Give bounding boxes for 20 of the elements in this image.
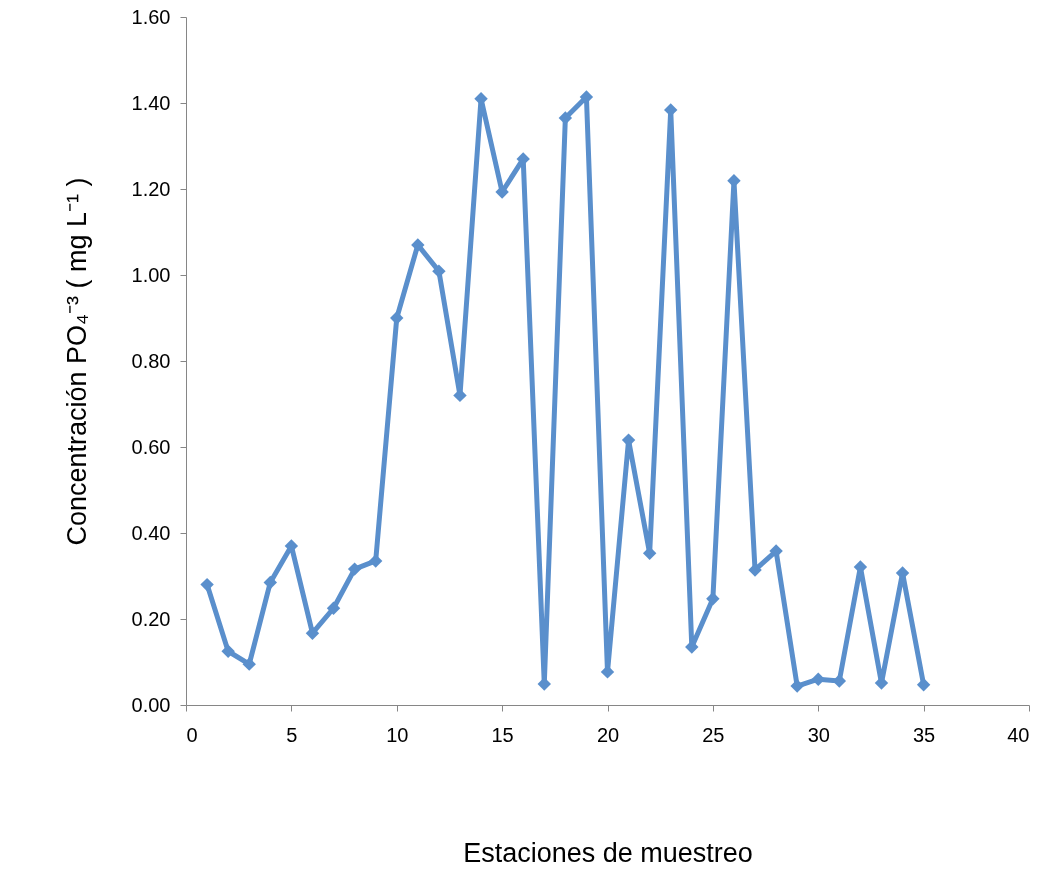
y-axis-title: Concentración PO₄⁻³ ( mg L⁻¹ ) (61, 177, 92, 546)
y-tick-label: 1.60 (131, 5, 171, 28)
y-tick-label: 1.00 (131, 263, 171, 286)
x-tick-label: 35 (913, 723, 936, 746)
y-tick-label: 0.80 (131, 349, 171, 372)
x-tick-label: 20 (596, 723, 620, 746)
x-tick-label: 15 (491, 723, 514, 746)
y-tick-label: 0.20 (131, 607, 171, 630)
x-tick-label: 5 (286, 723, 298, 746)
x-tick-label: 30 (807, 723, 830, 746)
y-tick-label: 1.40 (131, 91, 171, 114)
x-tick-label: 25 (702, 723, 725, 746)
y-tick-label: 0.00 (131, 693, 171, 716)
x-axis-title: Estaciones de muestreo (463, 837, 753, 868)
x-tick-label: 40 (1007, 723, 1030, 746)
y-tick-label: 0.60 (131, 435, 171, 458)
x-tick-label: 0 (186, 723, 198, 746)
x-tick-label: 10 (386, 723, 409, 746)
y-tick-label: 0.40 (131, 521, 171, 544)
y-tick-label: 1.20 (131, 177, 171, 200)
